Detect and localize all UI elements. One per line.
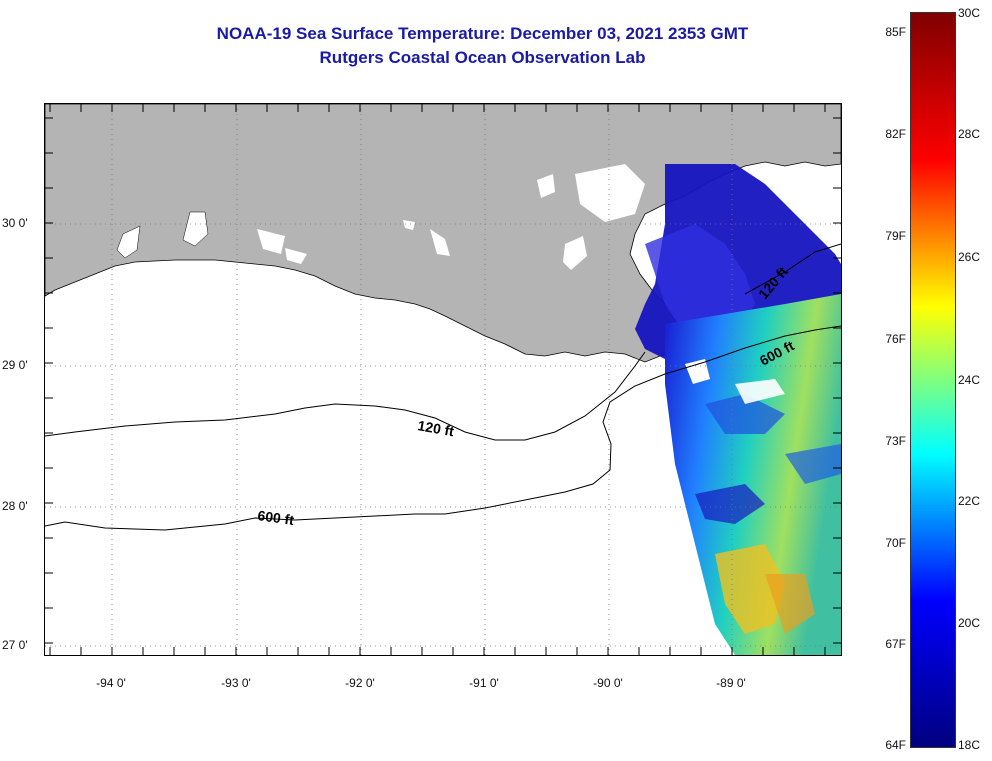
lon-label: -91 0' xyxy=(469,676,499,690)
sst-cool-patch xyxy=(785,444,841,484)
lon-label: -94 0' xyxy=(96,676,126,690)
axis-ticks xyxy=(45,104,841,655)
graticule xyxy=(45,104,841,655)
contour-label-120ft: 120 ft xyxy=(416,417,455,439)
lat-label: 28 0' xyxy=(2,499,28,513)
lake xyxy=(575,164,645,222)
contour-120ft-east xyxy=(744,243,841,295)
sst-cloud-gap xyxy=(685,359,710,384)
contour-label-600ft: 600 ft xyxy=(257,507,296,528)
sst-warm-patch xyxy=(715,544,785,634)
sst-cool-patch xyxy=(705,394,785,434)
colorbar-label-c: 30C xyxy=(958,6,981,20)
lake xyxy=(563,236,587,270)
colorbar-label-c: 20C xyxy=(958,616,981,630)
map-canvas: 120 ft 600 ft 120 ft 600 ft xyxy=(45,104,841,655)
lon-label: -93 0' xyxy=(221,676,251,690)
temperature-colorbar xyxy=(910,12,956,748)
lake xyxy=(430,229,450,256)
colorbar-label-f: 79F xyxy=(885,229,906,243)
colorbar-label-f: 70F xyxy=(885,536,906,550)
colorbar-label-c: 24C xyxy=(958,373,981,387)
map-subtitle: Rutgers Coastal Ocean Observation Lab xyxy=(319,48,646,67)
lake xyxy=(116,225,141,259)
sst-cloud-gap xyxy=(735,379,785,404)
sst-cool-patch xyxy=(695,484,765,524)
lon-label: -92 0' xyxy=(345,676,375,690)
lake xyxy=(182,211,209,247)
map-panel: 120 ft 600 ft 120 ft 600 ft xyxy=(44,103,842,656)
colorbar-label-f: 85F xyxy=(885,25,906,39)
colorbar-label-c: 22C xyxy=(958,494,981,508)
contour-120ft xyxy=(45,351,646,441)
lake xyxy=(257,229,285,254)
lat-label: 27 0' xyxy=(2,638,28,652)
colorbar-label-f: 67F xyxy=(885,637,906,651)
lake xyxy=(403,220,415,230)
colorbar-label-f: 64F xyxy=(885,738,906,752)
contour-600ft xyxy=(45,325,841,531)
lake xyxy=(285,248,307,264)
lon-label: -90 0' xyxy=(593,676,623,690)
colorbar-label-f: 82F xyxy=(885,127,906,141)
colorbar-label-c: 18C xyxy=(958,738,981,752)
lat-label: 30 0' xyxy=(2,216,28,230)
colorbar-label-c: 26C xyxy=(958,250,981,264)
colorbar-label-f: 76F xyxy=(885,332,906,346)
colorbar-label-f: 73F xyxy=(885,434,906,448)
map-title: NOAA-19 Sea Surface Temperature: Decembe… xyxy=(216,24,749,43)
sst-warm-patch xyxy=(765,574,815,634)
sst-swath-main xyxy=(665,294,841,655)
lat-label: 29 0' xyxy=(2,358,28,372)
lake xyxy=(537,174,555,198)
lon-label: -89 0' xyxy=(716,676,746,690)
colorbar-label-c: 28C xyxy=(958,127,981,141)
